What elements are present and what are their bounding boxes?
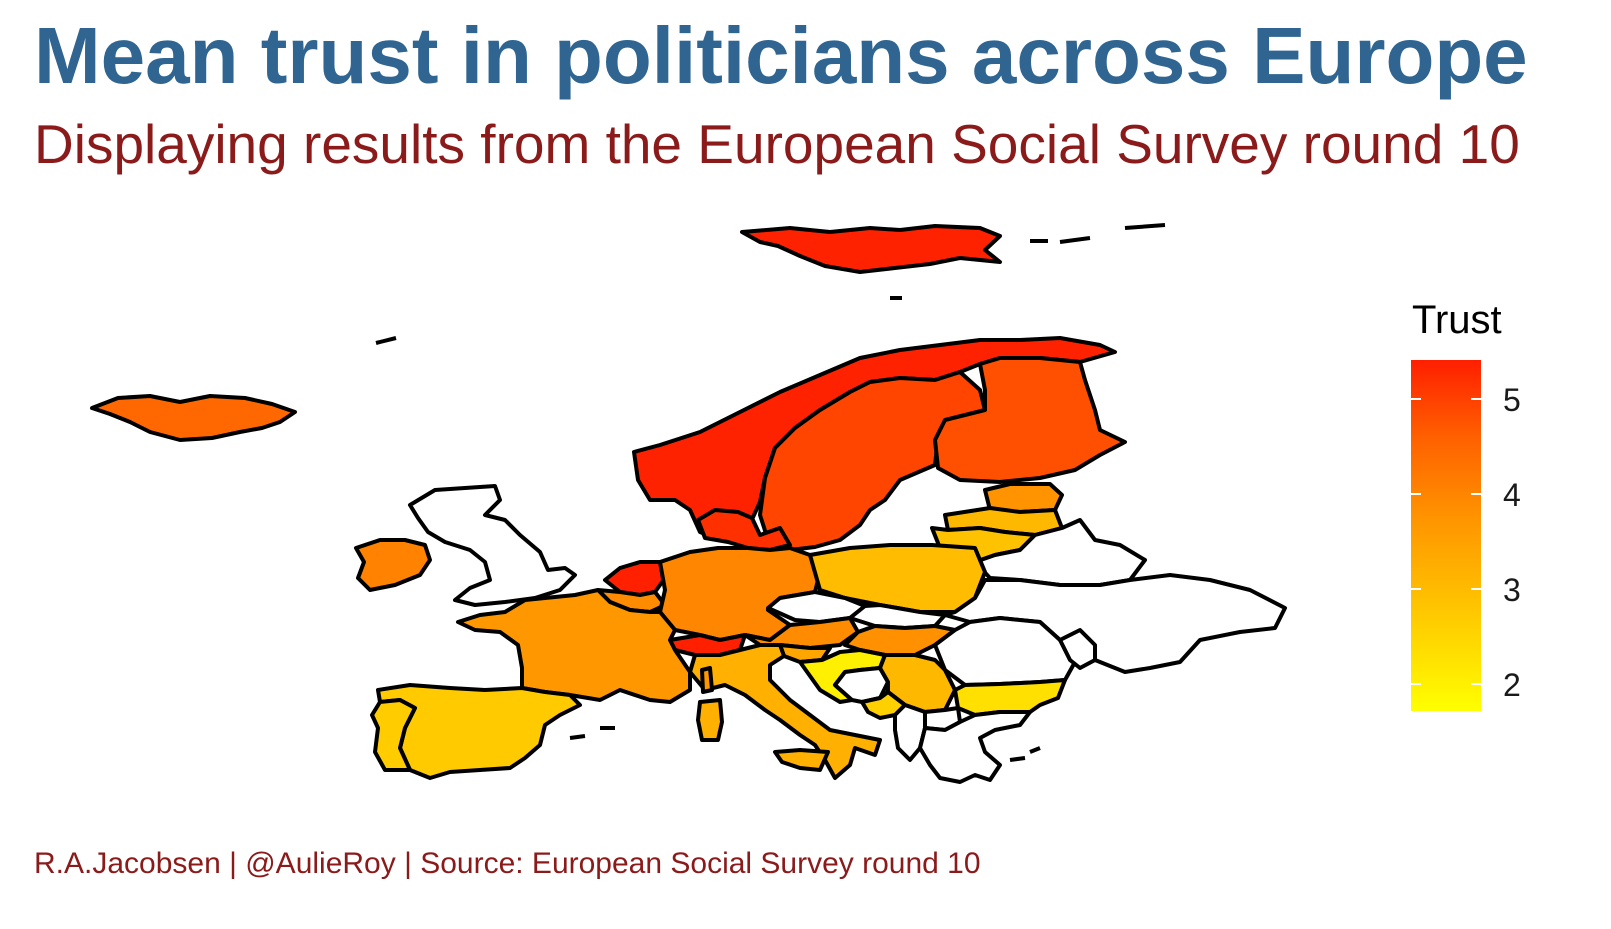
- region-moldova: [1058, 628, 1097, 670]
- region-united-kingdom: [408, 484, 577, 607]
- legend-tick: [1471, 588, 1481, 590]
- region-portugal: [370, 698, 417, 772]
- region-iceland: [90, 394, 297, 442]
- region-svalbard: [740, 224, 1002, 274]
- region-denmark: [696, 508, 792, 552]
- region-finland: [933, 356, 1127, 484]
- legend-tick-label: 2: [1503, 667, 1521, 703]
- caption: R.A.Jacobsen | @AulieRoy | Source: Europ…: [34, 847, 981, 880]
- region-ireland: [354, 538, 432, 592]
- region-bulgaria: [953, 678, 1067, 717]
- region-greece: [918, 710, 1032, 784]
- legend-tick: [1471, 398, 1481, 400]
- legend-tick: [1471, 683, 1481, 685]
- region-small-islands: [375, 223, 1166, 762]
- region-sicily: [773, 748, 830, 772]
- legend-tick: [1411, 398, 1421, 400]
- legend-tick: [1411, 588, 1421, 590]
- legend-title: Trust: [1412, 298, 1502, 342]
- map-subtitle: Displaying results from the European Soc…: [34, 113, 1520, 175]
- region-italy: [688, 643, 882, 780]
- region-france: [456, 588, 692, 704]
- legend-colorbar: [1411, 360, 1481, 711]
- legend-tick-label: 5: [1503, 382, 1521, 418]
- legend-tick: [1471, 493, 1481, 495]
- region-sardinia: [696, 698, 724, 742]
- legend-tick-label: 3: [1503, 572, 1521, 608]
- legend-tick: [1411, 683, 1421, 685]
- legend: Trust 5 4 3 2: [1400, 296, 1600, 736]
- legend-tick: [1411, 493, 1421, 495]
- map-title: Mean trust in politicians across Europe: [34, 11, 1528, 100]
- region-sweden: [758, 370, 987, 552]
- region-corsica: [700, 666, 714, 694]
- legend-tick-label: 4: [1503, 477, 1521, 513]
